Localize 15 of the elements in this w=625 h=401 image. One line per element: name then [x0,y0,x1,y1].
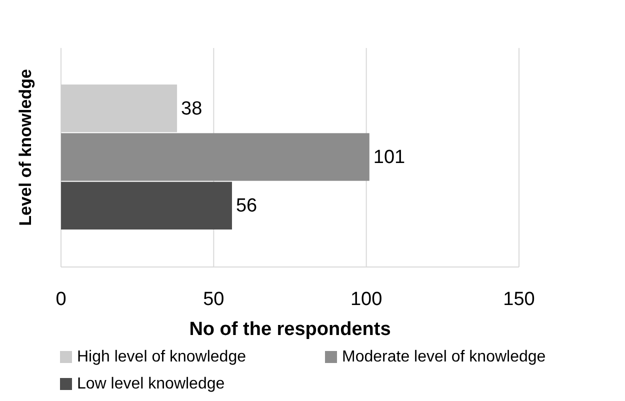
data-label: 38 [181,98,202,120]
bar [61,133,370,181]
legend-label: High level of knowledge [77,348,246,366]
data-label: 101 [373,147,406,168]
x-tick-label: 0 [56,289,66,310]
x-tick-label: 50 [203,289,224,310]
x-tick-label: 100 [350,289,382,310]
bar [61,84,178,132]
y-axis-title: Level of knowledge [16,69,35,226]
x-tick-label: 150 [503,289,535,310]
legend-label: Moderate level of knowledge [342,348,546,366]
bar [61,182,232,230]
data-label: 56 [236,196,258,217]
x-axis-title: No of the respondents [189,319,391,340]
legend-label: Low level knowledge [77,376,225,392]
